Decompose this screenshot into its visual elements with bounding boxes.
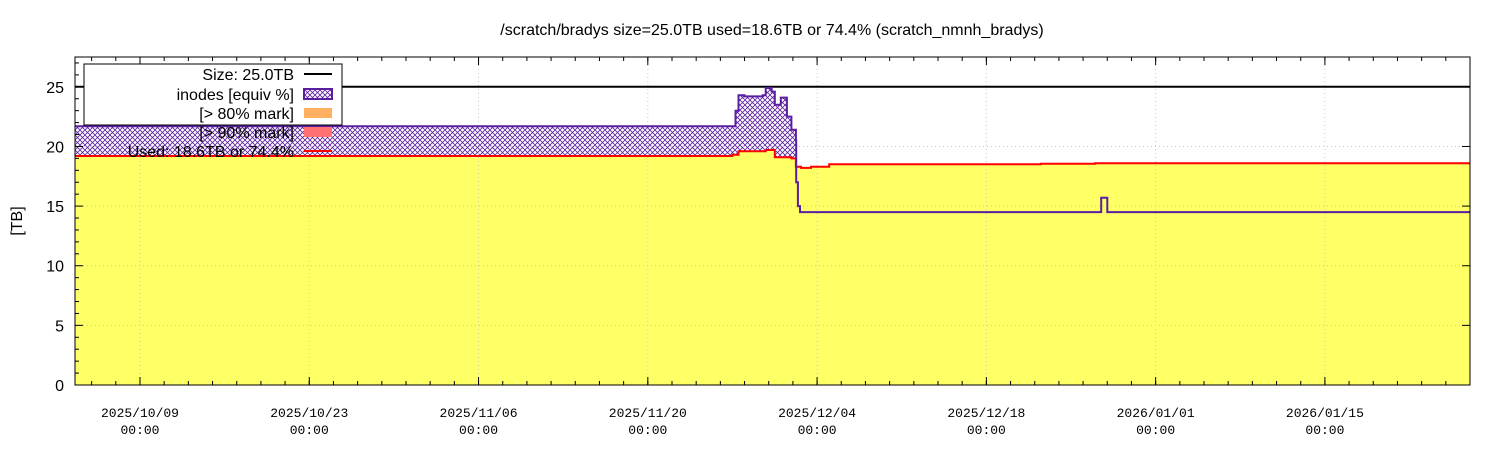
x-tick-label-time: 00:00 [120,423,159,438]
legend-box [83,63,343,126]
y-tick-label: 10 [46,259,64,276]
y-tick-label: 15 [46,199,64,216]
x-tick-label: 2025/10/23 [270,406,348,421]
x-tick-label: 2025/11/20 [609,406,687,421]
x-tick-label: 2025/10/09 [101,406,179,421]
plot-frame [74,56,1471,386]
y-tick-label: 25 [46,80,64,97]
legend: Size: 25.0TB inodes [equiv %] [> 80% mark]… [83,63,343,161]
x-tick-label: 2025/12/04 [778,406,856,421]
x-tick-label-time: 00:00 [459,423,498,438]
legend-label-used: Used: 18.6TB or 74.4% [128,144,294,161]
x-tick-label: 2025/11/06 [440,406,518,421]
x-tick-label: 2026/01/01 [1117,406,1195,421]
legend-label-size: Size: 25.0TB [202,67,294,84]
x-tick-label-time: 00:00 [1136,423,1175,438]
legend-swatch-80 [304,108,332,118]
legend-swatch-90 [304,127,332,137]
x-tick-label: 2026/01/15 [1286,406,1364,421]
legend-label-inodes: inodes [equiv %] [177,87,294,104]
legend-swatch-inodes [303,88,333,100]
x-tick-label-time: 00:00 [1305,423,1344,438]
legend-label-mark90: [> 90% mark] [199,125,294,142]
x-tick-label-time: 00:00 [628,423,667,438]
inodes-line [75,87,1470,214]
x-tick-label-time: 00:00 [290,423,329,438]
x-tick-label-time: 00:00 [967,423,1006,438]
plot-area: 0 5 10 15 20 25 2025/10/09 00:00 2025/10/23 00:00… [46,56,1471,438]
x-tick-label-time: 00:00 [798,423,837,438]
x-tick-label: 2025/12/18 [947,406,1025,421]
y-axis-label: [TB] [9,206,26,235]
chart-title: /scratch/bradys size=25.0TB used=18.6TB … [500,22,1043,39]
y-tick-label: 0 [55,378,64,395]
inodes-band [75,88,796,167]
y-tick-label: 5 [55,318,64,335]
used-line [75,149,1470,169]
y-tick-label: 20 [46,139,64,156]
legend-label-mark80: [> 80% mark] [199,106,294,123]
used-area [75,150,1470,385]
